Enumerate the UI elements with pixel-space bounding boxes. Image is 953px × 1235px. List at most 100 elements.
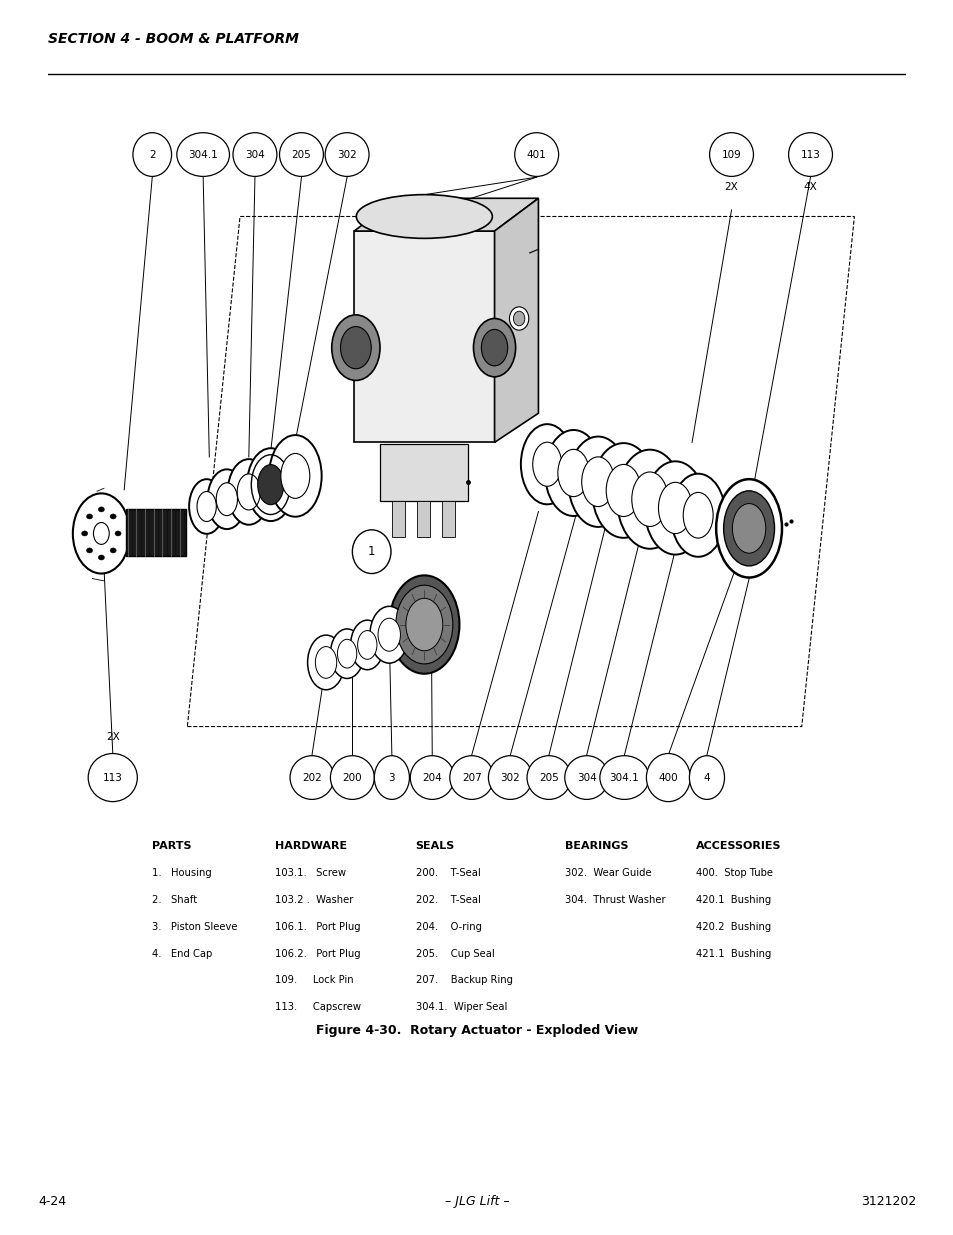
Text: 109.     Lock Pin: 109. Lock Pin — [274, 976, 354, 986]
Ellipse shape — [395, 585, 453, 664]
Text: 400: 400 — [658, 773, 678, 783]
Ellipse shape — [98, 555, 104, 559]
Ellipse shape — [723, 490, 774, 566]
Text: 2X: 2X — [106, 732, 119, 742]
Text: 1: 1 — [368, 545, 375, 558]
Ellipse shape — [568, 436, 627, 527]
Text: PARTS: PARTS — [152, 841, 192, 851]
Ellipse shape — [481, 330, 507, 366]
Text: 304: 304 — [577, 773, 596, 783]
Ellipse shape — [208, 469, 246, 529]
Ellipse shape — [405, 598, 442, 651]
Text: 103.1.   Screw: 103.1. Screw — [274, 868, 346, 878]
Ellipse shape — [337, 640, 356, 668]
Ellipse shape — [88, 753, 137, 802]
Polygon shape — [494, 199, 537, 442]
Ellipse shape — [488, 756, 532, 799]
Text: 421.1  Bushing: 421.1 Bushing — [696, 948, 771, 958]
Ellipse shape — [93, 522, 110, 545]
Ellipse shape — [352, 530, 391, 573]
Ellipse shape — [110, 514, 116, 519]
Text: 304.1.  Wiper Seal: 304.1. Wiper Seal — [416, 1003, 506, 1013]
Ellipse shape — [237, 474, 260, 510]
Ellipse shape — [592, 443, 655, 537]
Ellipse shape — [564, 756, 608, 799]
Text: 205.    Cup Seal: 205. Cup Seal — [416, 948, 494, 958]
FancyBboxPatch shape — [416, 500, 430, 537]
Ellipse shape — [605, 464, 640, 516]
FancyBboxPatch shape — [126, 509, 186, 556]
Text: 302: 302 — [336, 149, 356, 159]
Ellipse shape — [280, 453, 310, 499]
Ellipse shape — [132, 132, 172, 177]
Ellipse shape — [374, 756, 409, 799]
Text: 200.    T-Seal: 200. T-Seal — [416, 868, 479, 878]
Text: 4-24: 4-24 — [38, 1195, 66, 1208]
Ellipse shape — [581, 457, 614, 506]
Text: 202.    T-Seal: 202. T-Seal — [416, 895, 480, 905]
Ellipse shape — [216, 483, 237, 516]
Ellipse shape — [526, 756, 570, 799]
Text: 3: 3 — [388, 773, 395, 783]
Ellipse shape — [110, 548, 116, 553]
Text: 304: 304 — [245, 149, 265, 159]
Text: BEARINGS: BEARINGS — [564, 841, 628, 851]
Text: 113: 113 — [103, 773, 123, 783]
Text: 106.1.   Port Plug: 106.1. Port Plug — [274, 921, 360, 931]
Text: 400.  Stop Tube: 400. Stop Tube — [696, 868, 773, 878]
Text: 2.   Shaft: 2. Shaft — [152, 895, 197, 905]
Text: 4X: 4X — [802, 183, 817, 193]
Ellipse shape — [520, 424, 573, 504]
Ellipse shape — [325, 132, 369, 177]
Ellipse shape — [410, 756, 454, 799]
Text: 304.  Thrust Washer: 304. Thrust Washer — [564, 895, 664, 905]
Text: 3121202: 3121202 — [860, 1195, 915, 1208]
Ellipse shape — [532, 442, 561, 487]
FancyBboxPatch shape — [392, 500, 405, 537]
Text: HARDWARE: HARDWARE — [274, 841, 347, 851]
Ellipse shape — [269, 435, 321, 516]
Ellipse shape — [788, 132, 832, 177]
Ellipse shape — [114, 531, 121, 536]
Ellipse shape — [330, 756, 374, 799]
Ellipse shape — [340, 326, 371, 369]
FancyBboxPatch shape — [380, 443, 468, 500]
Ellipse shape — [670, 474, 724, 557]
Polygon shape — [354, 231, 494, 442]
Ellipse shape — [732, 504, 765, 553]
Text: 109: 109 — [720, 149, 740, 159]
Ellipse shape — [377, 619, 400, 651]
Ellipse shape — [473, 319, 515, 377]
Ellipse shape — [513, 311, 524, 326]
Text: Figure 4-30.  Rotary Actuator - Exploded View: Figure 4-30. Rotary Actuator - Exploded … — [315, 1024, 638, 1037]
Text: 302: 302 — [500, 773, 519, 783]
Text: 401: 401 — [526, 149, 546, 159]
Ellipse shape — [257, 464, 283, 505]
Ellipse shape — [279, 132, 323, 177]
Ellipse shape — [631, 472, 667, 526]
Ellipse shape — [87, 548, 92, 553]
Ellipse shape — [716, 479, 781, 578]
Ellipse shape — [689, 756, 723, 799]
Ellipse shape — [332, 315, 379, 380]
Text: 304.1: 304.1 — [188, 149, 218, 159]
Text: 204.    O-ring: 204. O-ring — [416, 921, 481, 931]
Ellipse shape — [351, 620, 383, 669]
Text: 4.   End Cap: 4. End Cap — [152, 948, 213, 958]
Text: 207: 207 — [461, 773, 481, 783]
Text: SECTION 4 - BOOM & PLATFORM: SECTION 4 - BOOM & PLATFORM — [48, 32, 298, 46]
Ellipse shape — [247, 448, 294, 521]
Text: 113: 113 — [800, 149, 820, 159]
Ellipse shape — [356, 195, 492, 238]
Ellipse shape — [709, 132, 753, 177]
Text: 2X: 2X — [724, 183, 738, 193]
Polygon shape — [354, 199, 537, 231]
Text: ACCESSORIES: ACCESSORIES — [696, 841, 781, 851]
Text: 106.2.   Port Plug: 106.2. Port Plug — [274, 948, 360, 958]
Text: 3.   Piston Sleeve: 3. Piston Sleeve — [152, 921, 237, 931]
Ellipse shape — [449, 756, 493, 799]
Ellipse shape — [682, 493, 713, 538]
Text: 202: 202 — [302, 773, 321, 783]
Ellipse shape — [315, 647, 336, 678]
Text: 1.   Housing: 1. Housing — [152, 868, 212, 878]
